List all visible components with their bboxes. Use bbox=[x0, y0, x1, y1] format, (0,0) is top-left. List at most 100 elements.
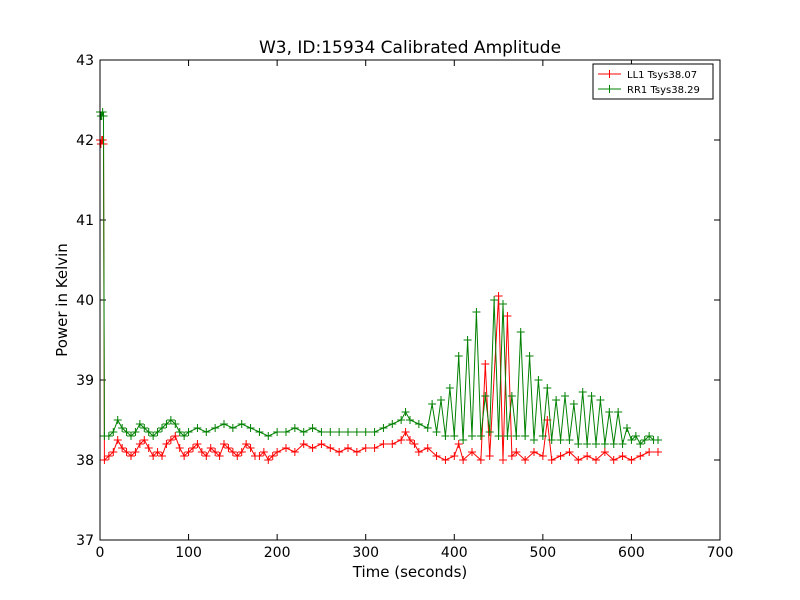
series-1-point bbox=[171, 420, 180, 428]
series-layer bbox=[96, 108, 662, 464]
series-1-point bbox=[220, 420, 228, 428]
series-0-point bbox=[242, 440, 251, 448]
series-1-point bbox=[246, 424, 255, 432]
series-0-point bbox=[397, 436, 406, 444]
series-0-point bbox=[432, 452, 441, 460]
series-1-point bbox=[317, 428, 326, 436]
series-0-point bbox=[370, 444, 379, 452]
series-0-point bbox=[104, 452, 113, 460]
series-0-point bbox=[627, 456, 636, 464]
series-1-point bbox=[472, 308, 481, 316]
series-0-point bbox=[476, 456, 485, 464]
series-1-point bbox=[273, 428, 282, 436]
series-1-point bbox=[113, 416, 122, 424]
series-1-point bbox=[547, 436, 556, 444]
series-0-point bbox=[645, 448, 654, 456]
series-0-point bbox=[153, 448, 162, 456]
series-1-point bbox=[99, 112, 108, 120]
series-1-point bbox=[583, 440, 592, 448]
series-0-point bbox=[410, 440, 419, 448]
series-1-point bbox=[109, 428, 118, 436]
series-0-point bbox=[122, 448, 131, 456]
series-0-point bbox=[144, 444, 153, 452]
legend-entry-label: RR1 Tsys38.29 bbox=[627, 85, 700, 96]
series-0-point bbox=[494, 292, 503, 300]
series-1-point bbox=[255, 428, 264, 436]
series-1-point bbox=[623, 424, 631, 432]
chart-title: W3, ID:15934 Calibrated Amplitude bbox=[259, 38, 561, 58]
series-0-point bbox=[131, 448, 140, 456]
series-1-point bbox=[135, 420, 144, 428]
series-0-point bbox=[233, 452, 242, 460]
series-1-point bbox=[543, 384, 552, 392]
series-1-point bbox=[596, 396, 605, 404]
series-0-point bbox=[273, 448, 282, 456]
series-0-point bbox=[237, 448, 246, 456]
series-0-point bbox=[459, 456, 468, 464]
x-tick-label: 100 bbox=[175, 545, 202, 561]
series-0-point bbox=[255, 452, 264, 460]
series-0-point bbox=[406, 436, 414, 444]
series-1-point bbox=[193, 424, 202, 432]
series-1-point bbox=[654, 436, 662, 444]
series-0-point bbox=[202, 452, 211, 460]
series-1-point bbox=[645, 432, 654, 440]
series-0-point bbox=[180, 452, 189, 460]
x-tick-label: 300 bbox=[352, 545, 379, 561]
legend: LL1 Tsys38.07 RR1 Tsys38.29 bbox=[592, 63, 714, 100]
series-0-point bbox=[175, 444, 184, 452]
series-1-point bbox=[587, 392, 596, 400]
series-0-point bbox=[499, 456, 507, 464]
series-1-point bbox=[162, 420, 171, 428]
series-0-point bbox=[127, 452, 135, 460]
series-0-point bbox=[361, 444, 370, 452]
series-0-point bbox=[503, 312, 512, 320]
series-1-point bbox=[445, 384, 454, 392]
x-tick-label: 500 bbox=[529, 545, 556, 561]
series-1-point bbox=[144, 428, 153, 436]
series-1-point bbox=[401, 408, 410, 416]
series-1-point bbox=[441, 432, 450, 440]
series-0-point bbox=[228, 448, 237, 456]
series-0-point bbox=[450, 452, 459, 460]
series-1-point bbox=[335, 428, 344, 436]
series-1-point bbox=[481, 392, 490, 400]
series-1-point bbox=[166, 416, 175, 424]
x-tick-label: 200 bbox=[264, 545, 291, 561]
series-1-point bbox=[158, 424, 166, 432]
series-1-point bbox=[534, 376, 543, 384]
y-tick-label: 42 bbox=[76, 133, 94, 149]
series-1-point bbox=[432, 428, 441, 436]
series-1-point bbox=[499, 300, 507, 308]
series-0-point bbox=[224, 444, 233, 452]
series-0-point bbox=[171, 432, 180, 440]
series-1-point bbox=[507, 392, 516, 400]
series-0-point bbox=[211, 448, 220, 456]
series-0-point bbox=[512, 448, 521, 456]
series-0-point bbox=[352, 448, 361, 456]
series-0-point bbox=[485, 452, 494, 460]
y-tick-label: 41 bbox=[76, 213, 94, 229]
series-1-point bbox=[397, 416, 406, 424]
series-1-point bbox=[282, 428, 290, 436]
series-0-point bbox=[414, 448, 423, 456]
series-1-point bbox=[202, 428, 211, 436]
series-0-point bbox=[574, 456, 583, 464]
series-1-point bbox=[600, 440, 609, 448]
series-1-point bbox=[631, 432, 640, 440]
y-axis: 37 38 39 40 41 42 43 bbox=[76, 53, 720, 549]
series-0-point bbox=[109, 448, 118, 456]
series-0-point bbox=[220, 440, 228, 448]
y-tick-label: 38 bbox=[76, 453, 94, 469]
series-0-point bbox=[149, 452, 158, 460]
legend-marker bbox=[605, 70, 614, 78]
series-1-point bbox=[605, 408, 614, 416]
series-0-point bbox=[189, 444, 197, 452]
y-axis-label: Power in Kelvin bbox=[53, 243, 71, 357]
series-1-point bbox=[308, 424, 317, 432]
series-0-point bbox=[423, 444, 432, 452]
series-1-point bbox=[521, 432, 530, 440]
series-0-point bbox=[118, 444, 127, 452]
series-1-point bbox=[149, 432, 158, 440]
series-0-point bbox=[317, 440, 326, 448]
